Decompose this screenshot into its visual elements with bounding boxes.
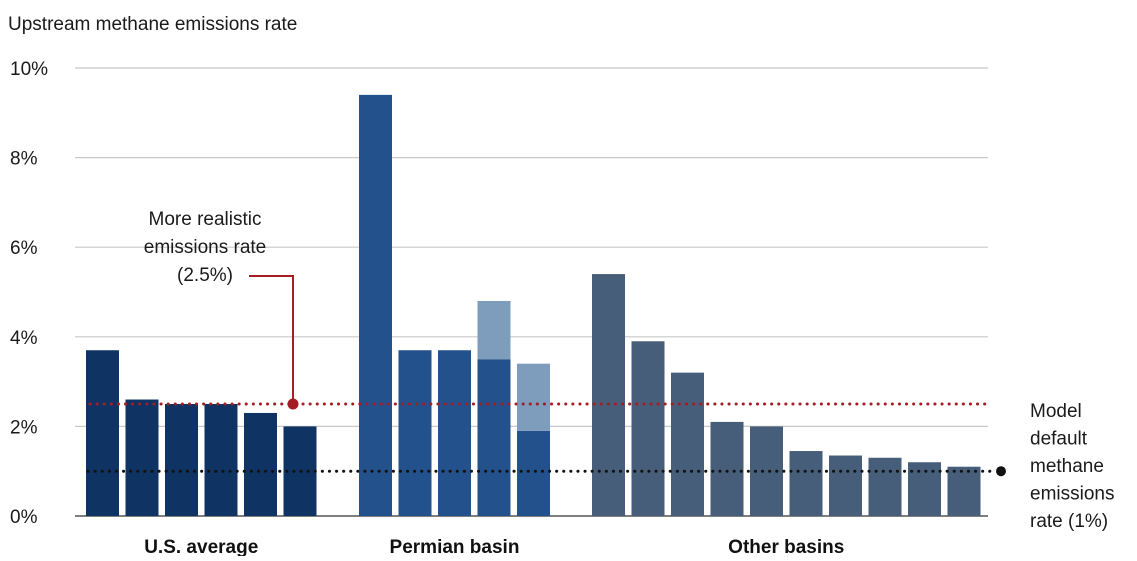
y-tick-label: 0% <box>10 507 38 528</box>
y-tick-label: 4% <box>10 328 38 349</box>
reference-marker-default <box>996 466 1006 477</box>
y-tick-label: 8% <box>10 149 38 170</box>
x-category-label: U.S. average <box>144 537 258 556</box>
reference-label-default: emissions <box>1030 484 1114 505</box>
x-category-label: Other basins <box>728 537 844 556</box>
bar <box>868 457 902 516</box>
bar-segment-additional <box>477 300 511 360</box>
bar <box>244 412 277 516</box>
bar <box>477 359 511 516</box>
bar <box>789 451 823 516</box>
bar <box>631 341 665 516</box>
bar <box>438 350 471 516</box>
reference-label-default: rate (1%) <box>1030 511 1108 532</box>
bar-segment-additional <box>517 363 550 431</box>
chart-title: Upstream methane emissions rate <box>8 14 297 35</box>
y-tick-label: 2% <box>10 417 38 438</box>
reference-leader-realistic <box>249 275 294 402</box>
bar <box>592 274 625 516</box>
y-tick-label: 6% <box>10 238 38 259</box>
reference-label-default: methane <box>1030 456 1104 477</box>
reference-label-default: default <box>1030 429 1088 450</box>
bar <box>829 455 862 516</box>
bar <box>359 94 392 516</box>
bar <box>125 399 159 516</box>
bar <box>710 421 744 516</box>
y-tick-label: 10% <box>10 59 48 80</box>
bar <box>204 404 238 516</box>
bar <box>165 404 198 516</box>
reference-label-realistic: More realistic <box>149 209 262 230</box>
reference-label-realistic: emissions rate <box>144 237 267 258</box>
reference-marker-realistic <box>287 398 299 410</box>
bar <box>517 430 550 516</box>
bar <box>947 466 981 516</box>
reference-label-realistic: (2.5%) <box>177 265 233 286</box>
x-category-label: Permian basin <box>390 537 520 556</box>
bar <box>398 350 432 516</box>
reference-label-default: Model <box>1030 401 1082 422</box>
bar <box>908 462 941 516</box>
bar <box>86 350 119 516</box>
bar <box>671 372 704 516</box>
